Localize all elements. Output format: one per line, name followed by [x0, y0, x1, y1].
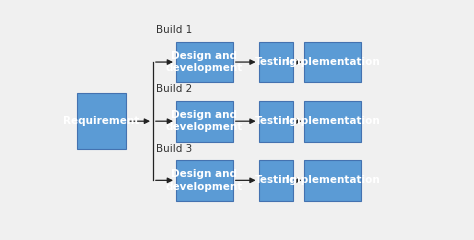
- Text: Implementation: Implementation: [286, 116, 380, 126]
- Text: Design and
development: Design and development: [166, 51, 243, 73]
- Text: Testing: Testing: [255, 57, 297, 67]
- FancyBboxPatch shape: [258, 101, 293, 142]
- FancyBboxPatch shape: [258, 160, 293, 201]
- Text: Build 3: Build 3: [156, 144, 192, 154]
- FancyBboxPatch shape: [304, 101, 361, 142]
- Text: Testing: Testing: [255, 116, 297, 126]
- FancyBboxPatch shape: [176, 160, 233, 201]
- FancyBboxPatch shape: [176, 101, 233, 142]
- Text: Build 2: Build 2: [156, 84, 192, 94]
- FancyBboxPatch shape: [304, 42, 361, 82]
- FancyBboxPatch shape: [77, 94, 126, 149]
- FancyBboxPatch shape: [176, 42, 233, 82]
- Text: Implementation: Implementation: [286, 175, 380, 185]
- Text: Design and
development: Design and development: [166, 110, 243, 132]
- FancyBboxPatch shape: [304, 160, 361, 201]
- Text: Implementation: Implementation: [286, 57, 380, 67]
- Text: Build 1: Build 1: [156, 25, 192, 35]
- Text: Design and
development: Design and development: [166, 169, 243, 192]
- FancyBboxPatch shape: [258, 42, 293, 82]
- Text: Requirement: Requirement: [64, 116, 140, 126]
- Text: Testing: Testing: [255, 175, 297, 185]
